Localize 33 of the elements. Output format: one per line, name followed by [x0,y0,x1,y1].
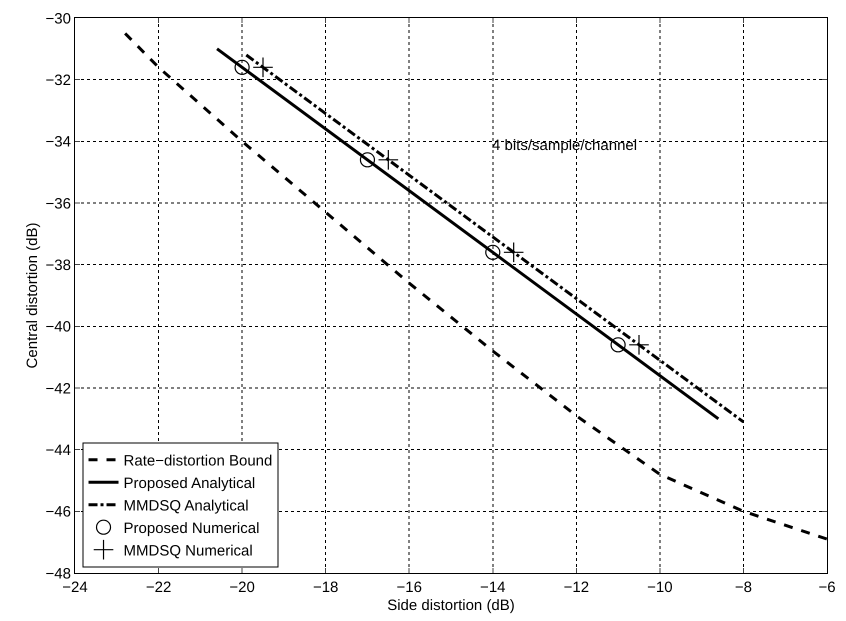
legend-label: MMDSQ Analytical [124,498,249,515]
x-tick-label: −18 [312,579,338,596]
legend-label: MMDSQ Numerical [124,542,253,560]
y-axis-title: Central distortion (dB) [24,222,41,368]
point [378,149,399,170]
legend-label: Proposed Numerical [124,520,260,538]
y-tick-label: −42 [46,380,71,398]
legend-label: Proposed Analytical [124,475,256,492]
y-tick-label: −34 [46,134,71,151]
x-tick-label: −14 [480,579,506,596]
y-tick-label: −36 [46,195,71,212]
point [503,242,524,263]
point [610,337,626,352]
y-tick-label: −30 [46,10,71,28]
point [360,152,376,168]
y-tick-label: −32 [46,72,71,89]
y-tick-label: −38 [46,256,71,274]
point [252,56,274,78]
x-tick-label: −10 [647,579,673,596]
point [234,60,250,75]
x-tick-label: −12 [564,579,590,596]
y-tick-label: −44 [46,442,71,459]
point [628,334,650,356]
x-tick-label: −22 [146,579,172,596]
point [485,244,500,260]
x-tick-label: −20 [229,579,255,596]
legend-label: Rate−distortion Bound [124,452,272,470]
y-tick-label: −40 [46,318,71,336]
y-tick-label: −46 [46,504,71,521]
x-tick-label: −8 [734,579,752,596]
x-axis-title: Side distortion (dB) [387,597,515,614]
x-tick-label: −16 [396,579,422,596]
x-tick-label: −6 [818,579,836,596]
